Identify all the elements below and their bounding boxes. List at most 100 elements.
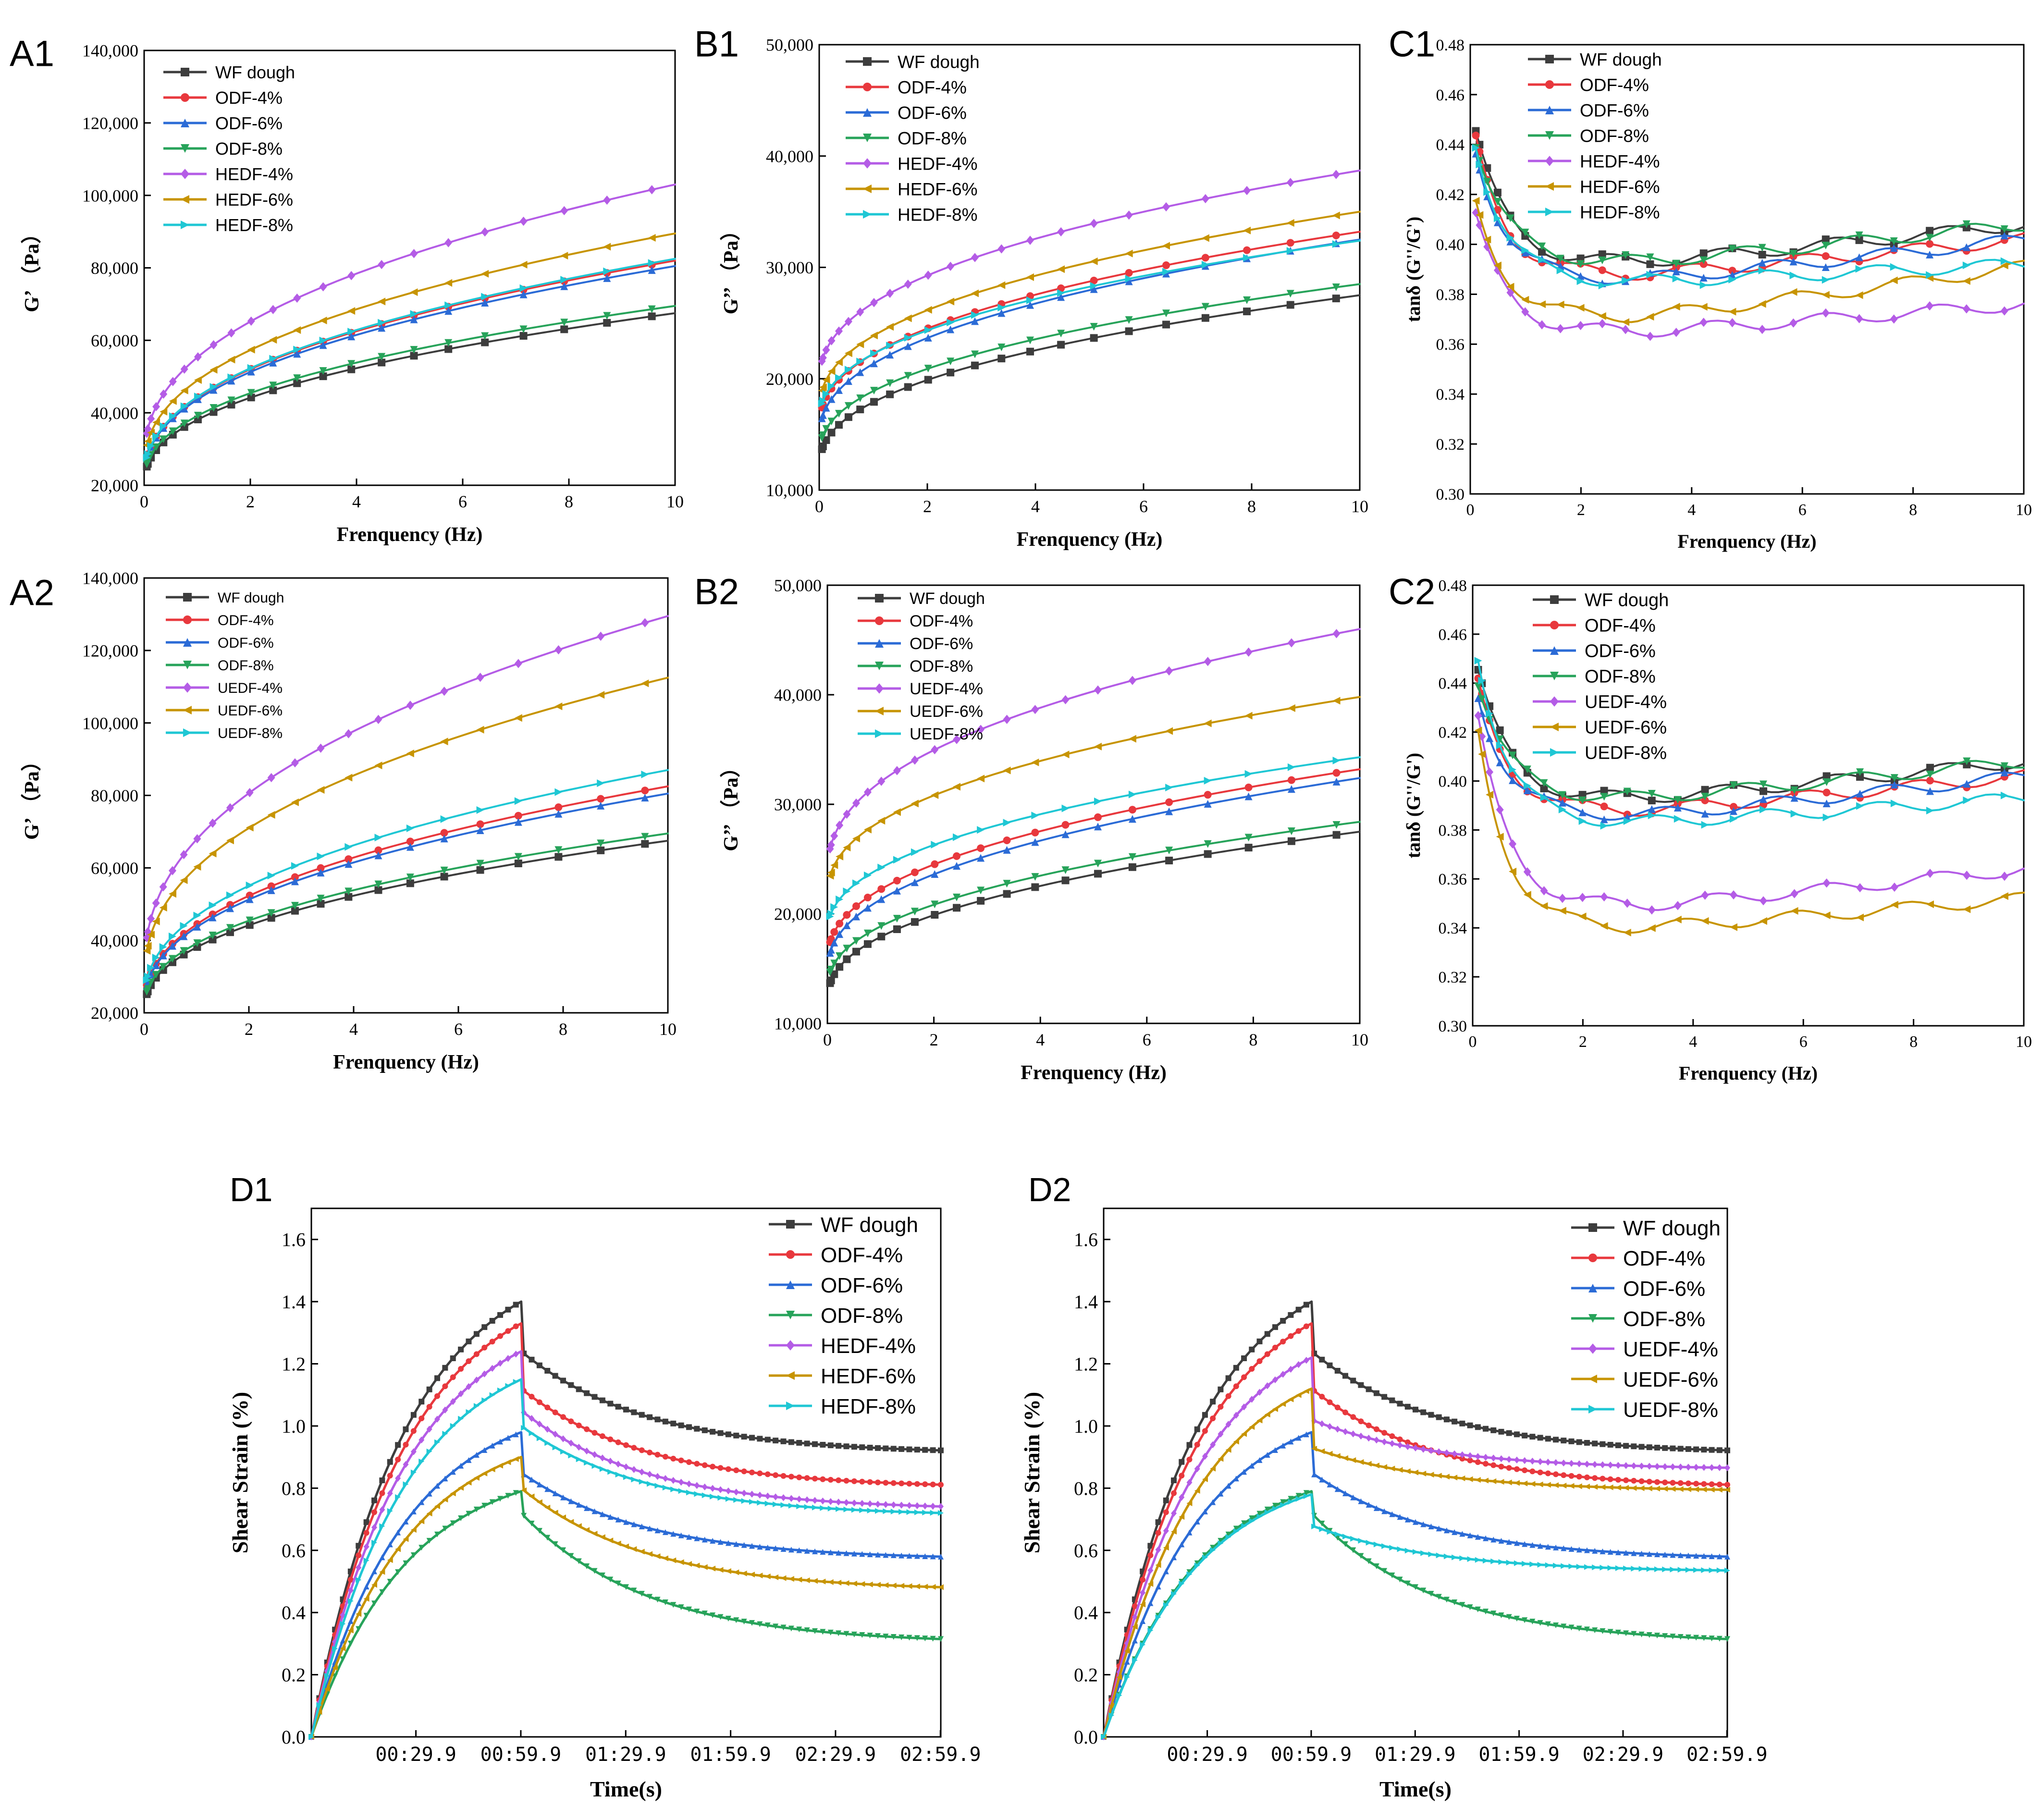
data-point — [371, 1524, 377, 1531]
series-hedf-8- — [308, 1378, 944, 1740]
data-point — [1186, 1571, 1193, 1577]
data-point — [1709, 1636, 1715, 1642]
data-point — [1280, 1499, 1286, 1505]
data-point — [227, 328, 235, 338]
data-point — [444, 238, 453, 247]
data-point — [1856, 883, 1864, 893]
data-point — [584, 1460, 590, 1466]
legend-label: UEDF-6% — [218, 703, 283, 719]
data-point — [159, 951, 167, 959]
data-point — [1280, 1371, 1286, 1378]
data-point — [347, 271, 356, 281]
data-point — [347, 1586, 354, 1594]
data-point — [812, 1504, 818, 1511]
data-point — [898, 1446, 905, 1452]
legend-marker — [1588, 1405, 1597, 1414]
legend-marker — [183, 706, 192, 714]
data-point — [1475, 1557, 1481, 1563]
data-point — [426, 1537, 432, 1544]
data-point — [371, 1497, 377, 1503]
data-point — [1061, 750, 1070, 759]
data-point — [796, 1474, 802, 1480]
data-point — [345, 843, 353, 851]
data-point — [1646, 253, 1654, 261]
data-point — [1729, 890, 1737, 900]
data-point — [1545, 1562, 1551, 1568]
chart-b1: B10 2 4 6 8 1010,00020,00030,00040,00050,000F… — [694, 24, 1368, 551]
data-point — [529, 1415, 535, 1422]
x-tick-label: 00:29.9 — [1167, 1744, 1248, 1766]
data-point — [1202, 1476, 1208, 1482]
data-point — [654, 1527, 661, 1534]
data-point — [749, 1572, 755, 1578]
legend-marker — [183, 593, 192, 602]
data-point — [1701, 1463, 1707, 1471]
data-point — [332, 1646, 338, 1652]
data-point — [552, 1510, 558, 1516]
data-point — [1334, 1531, 1341, 1537]
legend-label: HEDF-6% — [898, 179, 978, 199]
data-point — [497, 1333, 503, 1339]
data-point — [1474, 682, 1482, 690]
data-point — [1514, 1615, 1520, 1622]
data-point — [1332, 295, 1340, 303]
data-point — [977, 854, 985, 862]
data-point — [1576, 1547, 1582, 1553]
data-point — [883, 1501, 889, 1508]
data-point — [1094, 742, 1102, 750]
data-point — [1128, 863, 1136, 871]
legend-marker — [863, 158, 872, 169]
legend-item: WF dough — [1528, 49, 1662, 69]
data-point — [1623, 928, 1631, 936]
data-point — [319, 341, 327, 349]
series-line — [146, 676, 669, 952]
data-point — [924, 326, 932, 334]
data-point — [1701, 1481, 1707, 1487]
data-point — [1584, 1547, 1590, 1553]
data-point — [1413, 1406, 1418, 1413]
data-point — [1404, 1439, 1411, 1445]
data-point — [830, 959, 838, 968]
data-point — [356, 1600, 362, 1606]
data-point — [977, 886, 985, 895]
data-point — [1724, 1636, 1730, 1642]
legend-label: ODF-8% — [1623, 1307, 1705, 1331]
data-point — [906, 1509, 912, 1515]
data-point — [1147, 1581, 1154, 1587]
plot-frame — [1472, 584, 2025, 1027]
data-point — [1358, 1537, 1364, 1544]
data-point — [1729, 781, 1737, 789]
panel-label: D2 — [1028, 1171, 1071, 1208]
data-point — [1631, 1485, 1637, 1491]
data-point — [591, 1430, 598, 1436]
data-point — [1210, 1547, 1216, 1553]
data-point — [1420, 1587, 1427, 1594]
data-point — [1163, 1509, 1169, 1515]
data-point — [1327, 1529, 1333, 1535]
data-point — [1498, 1463, 1504, 1470]
data-point — [717, 1486, 724, 1493]
legend-label: ODF-6% — [898, 103, 967, 123]
legend-marker — [1550, 723, 1559, 731]
data-point — [1514, 1560, 1520, 1566]
data-point — [1204, 791, 1212, 799]
data-point — [1397, 1467, 1403, 1473]
series-line — [146, 305, 676, 466]
data-point — [1662, 1566, 1668, 1573]
data-point — [247, 345, 255, 354]
data-point — [1443, 1474, 1450, 1480]
data-point — [1724, 1553, 1730, 1560]
data-point — [1822, 778, 1831, 787]
y-tick-label: 1.0 — [282, 1415, 306, 1437]
data-point — [647, 1551, 653, 1557]
data-point — [1389, 1572, 1395, 1578]
data-point — [1926, 240, 1934, 248]
data-point — [1472, 131, 1480, 139]
data-point — [615, 1403, 621, 1410]
data-point — [836, 820, 844, 830]
data-point — [1125, 327, 1133, 335]
data-point — [904, 333, 912, 342]
data-point — [1140, 1576, 1146, 1583]
data-point — [977, 775, 985, 783]
y-tick-label: 120,000 — [82, 641, 138, 660]
